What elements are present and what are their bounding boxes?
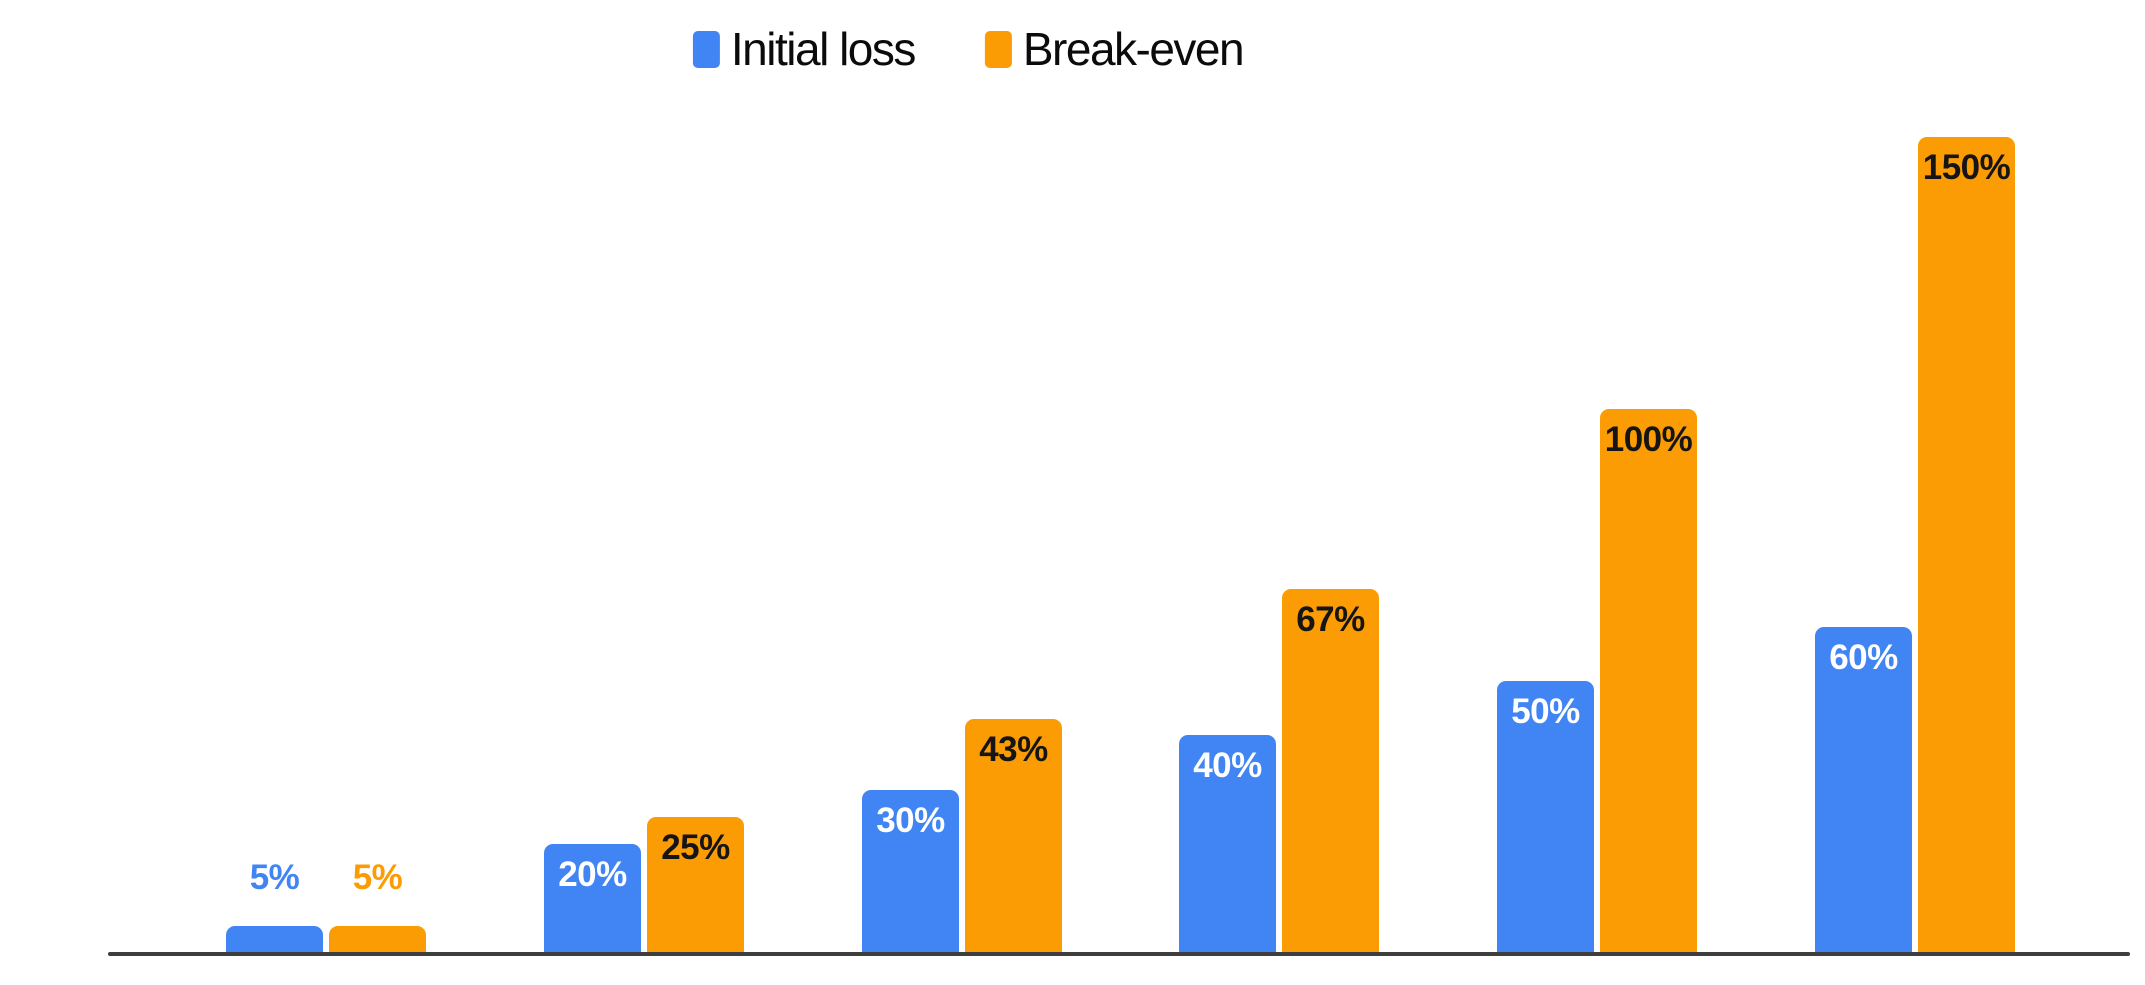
- bar-value-label-initial-loss-4: 40%: [1193, 746, 1262, 785]
- bar-value-label-initial-loss-5: 50%: [1511, 692, 1580, 731]
- bar-value-label-break-even-3: 43%: [979, 730, 1048, 769]
- x-axis-line: [108, 952, 2130, 956]
- bar-break-even-6: [1918, 137, 2015, 953]
- bar-value-label-initial-loss-3: 30%: [876, 801, 945, 840]
- legend-item-break-even: Break-even: [984, 23, 1245, 75]
- bar-break-even-3: [965, 719, 1062, 953]
- bar-initial-loss-4: [1179, 735, 1276, 953]
- bar-break-even-2: [647, 817, 744, 953]
- bar-initial-loss-2: [544, 844, 641, 953]
- bar-value-label-initial-loss-2: 20%: [558, 855, 627, 894]
- bar-value-label-break-even-1: 5%: [352, 858, 403, 897]
- bar-initial-loss-5: [1497, 681, 1594, 953]
- chart-legend: Initial loss Break-even: [692, 23, 1245, 75]
- bar-initial-loss-1: [226, 926, 323, 953]
- bar-initial-loss-6: [1815, 627, 1912, 953]
- legend-label-initial-loss: Initial loss: [730, 23, 916, 75]
- bar-break-even-4: [1282, 589, 1379, 953]
- bar-value-label-initial-loss-1: 5%: [249, 858, 300, 897]
- legend-label-break-even: Break-even: [1022, 23, 1245, 75]
- bar-value-label-initial-loss-6: 60%: [1829, 638, 1898, 677]
- bar-break-even-5: [1600, 409, 1697, 953]
- legend-swatch-initial-loss-icon: [692, 30, 720, 68]
- bar-value-label-break-even-4: 67%: [1296, 600, 1365, 639]
- legend-item-initial-loss: Initial loss: [692, 23, 916, 75]
- bar-initial-loss-3: [862, 790, 959, 953]
- bar-break-even-1: [329, 926, 426, 953]
- bar-value-label-break-even-6: 150%: [1922, 148, 2011, 187]
- legend-swatch-break-even-icon: [984, 30, 1012, 68]
- bar-value-label-break-even-2: 25%: [661, 828, 730, 867]
- bar-value-label-break-even-5: 100%: [1604, 420, 1693, 459]
